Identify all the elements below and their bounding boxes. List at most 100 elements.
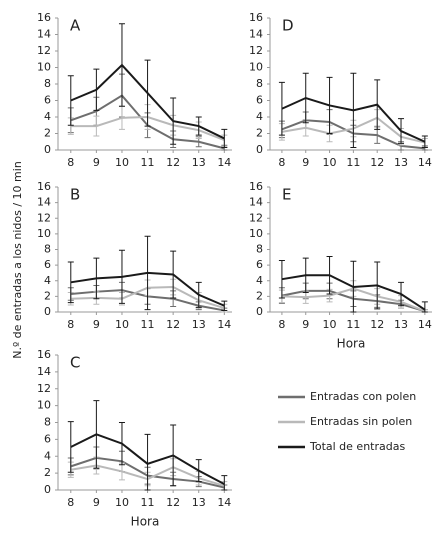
x-tick-label: 13 <box>192 496 206 509</box>
y-tick-label: 16 <box>249 180 263 193</box>
error-bar <box>67 261 74 304</box>
error-bar <box>93 115 100 137</box>
y-tick-label: 2 <box>44 289 51 302</box>
x-tick-label: 11 <box>346 318 360 331</box>
x-tick-label: 10 <box>115 156 129 169</box>
error-bar <box>278 259 285 299</box>
error-bar <box>302 72 309 124</box>
error-bar <box>374 261 381 310</box>
y-tick-label: 4 <box>44 274 51 287</box>
error-bar <box>144 59 151 127</box>
error-bar <box>326 76 333 134</box>
error-bar <box>118 422 125 466</box>
x-tick-label: 12 <box>370 156 384 169</box>
error-bar <box>118 23 125 107</box>
error-bar <box>398 281 405 307</box>
error-bar <box>221 300 228 311</box>
y-tick-label: 8 <box>44 77 51 90</box>
y-tick-label: 0 <box>256 143 263 156</box>
x-tick-label: 14 <box>217 156 231 169</box>
x-tick-label: 11 <box>141 156 155 169</box>
y-tick-label: 6 <box>44 432 51 445</box>
legend-label: Entradas sin polen <box>310 415 412 428</box>
y-tick-label: 6 <box>44 258 51 271</box>
y-tick-label: 6 <box>256 94 263 107</box>
y-tick-label: 14 <box>37 365 51 378</box>
y-tick-label: 10 <box>249 61 263 74</box>
x-tick-label: 8 <box>67 318 74 331</box>
y-tick-label: 16 <box>37 348 51 361</box>
y-tick-label: 10 <box>37 227 51 240</box>
x-tick-label: 8 <box>67 496 74 509</box>
panel-label: C <box>70 354 80 372</box>
error-bar <box>195 281 202 308</box>
error-bar <box>67 421 74 473</box>
legend-label: Entradas con polen <box>310 390 416 403</box>
x-tick-label: 10 <box>115 318 129 331</box>
y-tick-label: 0 <box>256 305 263 318</box>
y-tick-label: 8 <box>44 243 51 256</box>
y-tick-label: 8 <box>256 243 263 256</box>
y-tick-label: 8 <box>256 77 263 90</box>
y-tick-label: 14 <box>249 196 263 209</box>
panel-label: D <box>282 17 294 35</box>
error-bar <box>421 135 428 149</box>
error-bar <box>221 128 228 149</box>
x-tick-label: 9 <box>93 496 100 509</box>
error-bar <box>170 97 177 145</box>
error-bar <box>93 257 100 300</box>
x-tick-label: 11 <box>141 318 155 331</box>
y-tick-label: 0 <box>44 483 51 496</box>
x-tick-label: 10 <box>323 318 337 331</box>
x-tick-label: 14 <box>217 496 231 509</box>
x-tick-label: 9 <box>302 156 309 169</box>
error-bar <box>398 118 405 144</box>
y-tick-label: 2 <box>256 289 263 302</box>
y-tick-label: 12 <box>249 44 263 57</box>
y-tick-label: 2 <box>44 466 51 479</box>
x-tick-label: 12 <box>166 156 180 169</box>
y-tick-label: 16 <box>37 180 51 193</box>
error-bar <box>144 235 151 311</box>
y-tick-label: 12 <box>249 211 263 224</box>
y-tick-label: 4 <box>256 274 263 287</box>
x-tick-label: 11 <box>141 496 155 509</box>
y-tick-label: 0 <box>44 305 51 318</box>
error-bar <box>350 72 357 149</box>
y-tick-label: 2 <box>44 127 51 140</box>
y-tick-label: 10 <box>37 399 51 412</box>
error-bar <box>195 116 202 136</box>
panel-label: A <box>70 17 81 35</box>
error-bar <box>170 424 177 487</box>
y-tick-label: 4 <box>44 449 51 462</box>
x-tick-label: 9 <box>93 318 100 331</box>
error-bar <box>67 75 74 126</box>
y-tick-label: 16 <box>249 11 263 24</box>
y-tick-label: 4 <box>256 110 263 123</box>
error-bar <box>93 68 100 111</box>
y-tick-label: 14 <box>37 196 51 209</box>
x-tick-label: 11 <box>346 156 360 169</box>
y-tick-label: 0 <box>44 143 51 156</box>
y-tick-label: 10 <box>37 61 51 74</box>
y-tick-label: 12 <box>37 44 51 57</box>
y-tick-label: 14 <box>37 28 51 41</box>
x-axis-label: Hora <box>131 515 160 529</box>
x-axis-label: Hora <box>337 337 366 351</box>
x-tick-label: 13 <box>192 156 206 169</box>
x-tick-label: 13 <box>394 156 408 169</box>
x-tick-label: 10 <box>115 496 129 509</box>
y-tick-label: 4 <box>44 110 51 123</box>
x-tick-label: 14 <box>418 156 432 169</box>
x-tick-label: 9 <box>302 318 309 331</box>
error-bar <box>93 400 100 469</box>
x-tick-label: 9 <box>93 156 100 169</box>
error-bar <box>278 81 285 136</box>
x-tick-label: 14 <box>217 318 231 331</box>
error-bar <box>302 257 309 293</box>
error-bar <box>144 433 151 491</box>
error-bar <box>374 79 381 130</box>
error-bar <box>421 301 428 313</box>
error-bar <box>195 459 202 483</box>
x-tick-label: 13 <box>192 318 206 331</box>
